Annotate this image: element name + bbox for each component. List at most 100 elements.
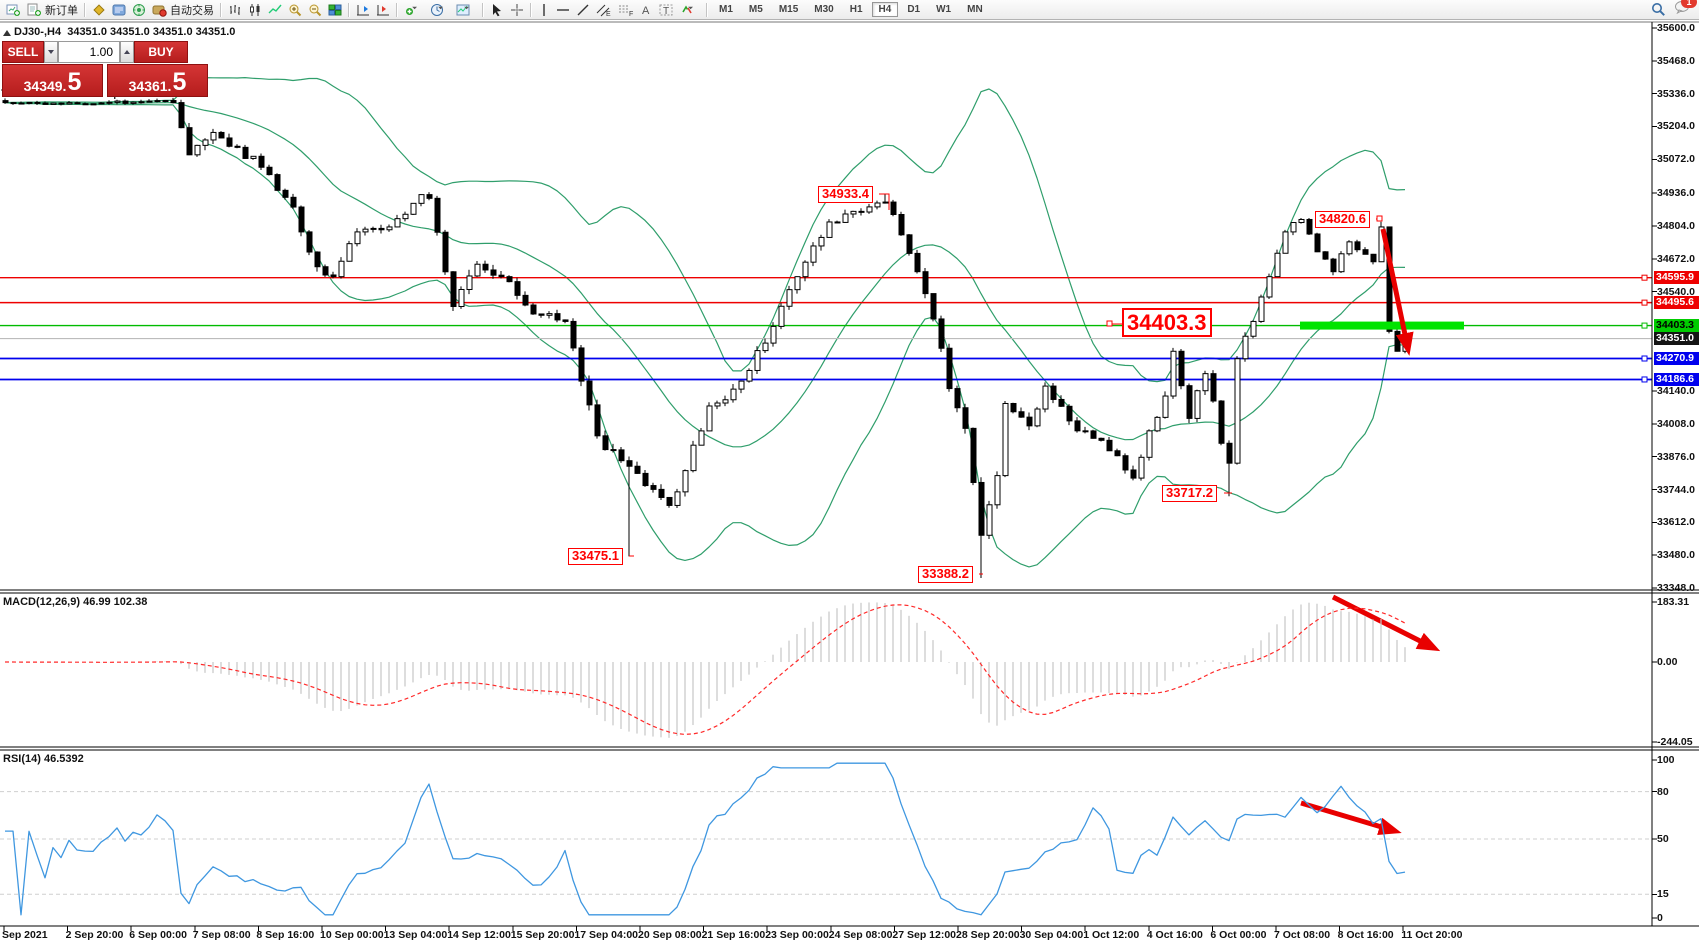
time-axis-label: 15 Sep 20:00 [510,929,575,941]
trendline-tool[interactable] [573,1,593,18]
toolbar-separator [482,2,484,17]
crosshair-icon [511,3,523,16]
timeframe-M5[interactable]: M5 [748,4,763,15]
chart-shift-button[interactable] [373,1,393,18]
zoom-in-button[interactable] [285,1,305,18]
volume-decrease-button[interactable] [44,41,58,63]
indicators-button[interactable] [401,1,427,18]
text-label-tool[interactable]: T [656,1,677,18]
template-icon [456,4,470,15]
price-level-label: 34186.6 [1654,372,1699,386]
time-axis-label: 8 Oct 16:00 [1337,929,1394,941]
price-axis-tick: 34140.0 [1657,385,1695,398]
autotrade-label: 自动交易 [170,4,214,17]
sell-price-pip: 5 [67,67,82,96]
new-chart-button[interactable] [3,1,24,18]
timeframe-M30[interactable]: M30 [814,4,834,15]
timeframe-H4[interactable]: H4 [871,2,899,17]
bar-chart-button[interactable] [225,1,245,18]
notifications-button[interactable]: 1 [1674,0,1697,19]
horizontal-level-lines[interactable] [0,274,1652,383]
rsi-axis-tick: 80 [1657,785,1669,798]
price-callout[interactable]: 34820.6 [1315,211,1370,228]
radar-icon [133,3,145,16]
timeframe-D1[interactable]: D1 [907,4,921,15]
periods-button[interactable] [427,1,453,18]
price-callout[interactable]: 33717.2 [1162,485,1217,502]
drawn-objects[interactable] [629,193,1464,836]
price-level-label: 34495.6 [1654,296,1699,310]
new-order-label: 新订单 [45,4,78,17]
price-callout[interactable]: 34403.3 [1122,308,1212,338]
line-chart-icon [268,4,282,13]
data-window-button[interactable] [109,1,129,18]
time-axis-label: 24 Sep 08:00 [828,929,893,941]
price-axis-tick: 35072.0 [1657,153,1695,166]
market-news-button[interactable] [129,1,149,18]
autotrade-button[interactable]: 自动交易 [149,1,217,18]
auto-scroll-button[interactable] [353,1,373,18]
timeframe-MN[interactable]: MN [967,4,983,15]
timeframe-H1[interactable]: H1 [849,4,863,15]
tile-windows-button[interactable] [325,1,345,18]
buy-price[interactable]: 34361. 5 [107,64,208,97]
channel-tool[interactable]: E [593,1,615,18]
timeframe-M1[interactable]: M1 [719,4,733,15]
channel-icon: E [596,4,611,17]
price-level-label: 34403.3 [1654,319,1699,333]
auto-scroll-icon [357,4,369,15]
crosshair-tool-button[interactable] [507,1,527,18]
toolbar-separator [396,2,398,17]
symbol-title: DJ30-,H4 34351.0 34351.0 34351.0 34351.0 [14,26,235,38]
macd-indicator [5,602,1406,738]
candlestick-chart-button[interactable] [245,1,265,18]
price-axis-tick: 34008.0 [1657,417,1695,430]
text-tool[interactable]: A [637,1,656,18]
zoom-out-button[interactable] [305,1,325,18]
new-order-button[interactable]: 新订单 [24,1,81,18]
sell-button[interactable]: SELL [2,41,44,63]
sell-price[interactable]: 34349. 5 [2,64,103,97]
price-callout[interactable]: 34933.4 [818,186,873,203]
macd-axis-tick: -244.05 [1657,736,1693,748]
collapse-panel-triangle[interactable] [3,30,11,36]
candlestick-icon [250,3,260,16]
price-axis-tick: 33348.0 [1657,582,1695,594]
autotrade-icon [152,5,167,17]
market-watch-button[interactable] [89,1,109,18]
volume-increase-button[interactable] [120,41,134,63]
macd-title: MACD(12,26,9) 46.99 102.38 [3,596,148,608]
svg-text:E: E [606,11,611,17]
price-level-label: 34351.0 [1654,332,1699,346]
templates-button[interactable] [453,1,479,18]
volume-input[interactable]: 1.00 [58,41,120,63]
horizontal-line-icon [557,8,569,11]
time-axis-label: Sep 2021 [2,929,48,941]
zoom-in-icon [289,4,302,16]
new-chart-icon [6,4,20,16]
buy-button[interactable]: BUY [134,41,188,63]
price-callout[interactable]: 33475.1 [568,548,623,565]
fibonacci-tool[interactable]: F [615,1,637,18]
time-axis-label: 14 Sep 12:00 [447,929,511,941]
time-axis-label: 7 Sep 08:00 [192,929,251,941]
cursor-tool-button[interactable] [487,1,507,18]
vertical-line-tool[interactable] [535,1,553,18]
rsi-axis-tick: 0 [1657,912,1663,924]
line-chart-button[interactable] [265,1,285,18]
toolbar-separator [706,2,708,17]
time-axis-label: 8 Sep 16:00 [256,929,315,941]
search-icon[interactable] [1651,2,1666,17]
timeframe-W1[interactable]: W1 [936,4,952,15]
timeframe-M15[interactable]: M15 [778,4,799,15]
time-axis-label: 27 Sep 12:00 [892,929,957,941]
arrows-tool[interactable] [677,1,703,18]
price-axis-tick: 35204.0 [1657,120,1695,133]
time-axis-label: 17 Sep 04:00 [574,929,639,941]
price-callout[interactable]: 33388.2 [918,566,973,583]
horizontal-line-tool[interactable] [553,1,573,18]
time-axis-label: 21 Sep 16:00 [701,929,766,941]
svg-text:T: T [663,6,669,17]
macd-axis-tick: 0.00 [1657,656,1678,668]
